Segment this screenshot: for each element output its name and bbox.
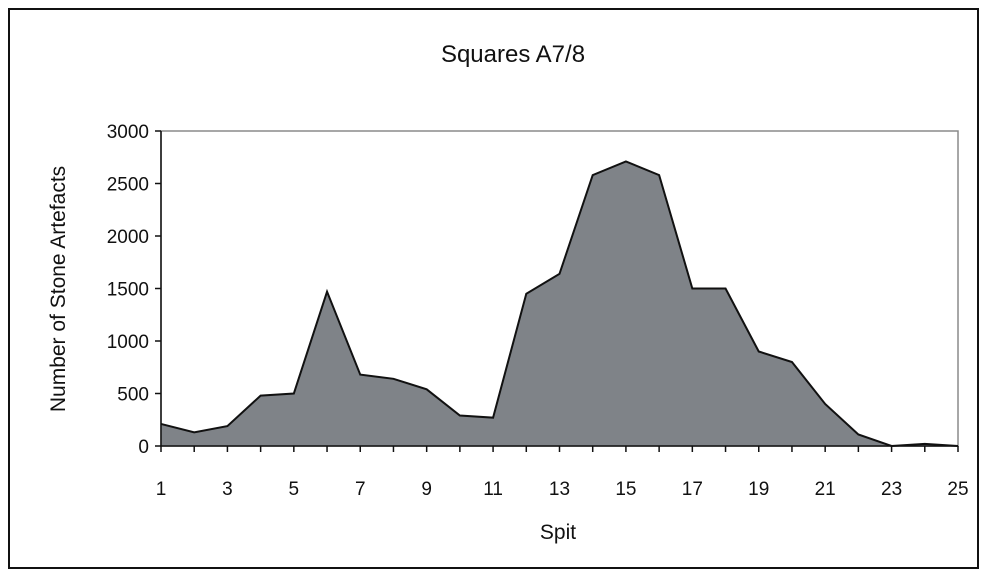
chart-frame [8, 8, 979, 569]
x-tick-label: 9 [421, 479, 432, 500]
x-tick-label: 3 [222, 479, 233, 500]
x-tick-label: 11 [483, 479, 503, 500]
y-tick-label: 0 [138, 437, 149, 458]
x-tick-label: 23 [881, 479, 902, 500]
y-tick-label: 3000 [107, 122, 149, 143]
x-tick-label: 15 [615, 479, 636, 500]
y-axis-label: Number of Stone Artefacts [47, 166, 70, 412]
y-tick-label: 500 [117, 385, 149, 406]
x-tick-label: 1 [156, 479, 167, 500]
x-tick-label: 19 [748, 479, 769, 500]
x-tick-label: 5 [289, 479, 300, 500]
series-layer [160, 160, 959, 448]
x-tick-label: 21 [815, 479, 836, 500]
x-tick-label: 7 [355, 479, 366, 500]
x-tick-label: 25 [947, 479, 968, 500]
chart-title: Squares A7/8 [441, 41, 585, 68]
x-axis-label: Spit [540, 521, 576, 544]
y-tick-label: 2000 [107, 227, 149, 248]
y-tick-label: 1500 [107, 280, 149, 301]
y-tick-label: 1000 [107, 332, 149, 353]
x-tick-label: 17 [682, 479, 703, 500]
area-fill [161, 161, 958, 446]
y-tick-label: 2500 [107, 175, 149, 196]
x-tick-label: 13 [549, 479, 570, 500]
